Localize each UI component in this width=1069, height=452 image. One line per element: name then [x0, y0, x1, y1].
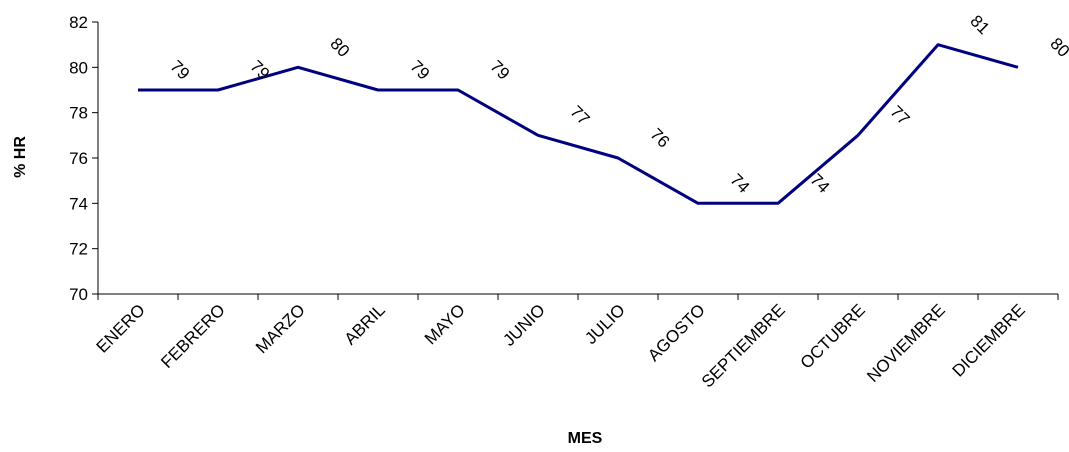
x-tick-label: MARZO	[252, 300, 309, 357]
y-axis-title: % HR	[12, 136, 29, 178]
y-tick-label: 78	[69, 104, 88, 123]
x-tick-label: AGOSTO	[644, 300, 709, 365]
data-label: 79	[406, 57, 433, 84]
x-tick-label: SEPTIEMBRE	[698, 300, 789, 391]
x-axis-title: MES	[568, 430, 603, 447]
x-tick-label: DICIEMBRE	[949, 300, 1029, 380]
data-label: 81	[966, 11, 993, 38]
x-tick-label: JUNIO	[499, 300, 548, 349]
data-label: 77	[566, 102, 593, 129]
x-tick-label: FEBRERO	[157, 300, 229, 372]
x-tick-label: NOVIEMBRE	[863, 300, 949, 386]
data-label: 77	[886, 102, 913, 129]
data-label: 80	[326, 34, 353, 61]
series-group	[138, 43, 1019, 205]
y-tick-label: 70	[69, 285, 88, 304]
x-tick-label: ABRIL	[341, 300, 389, 348]
y-tick-label: 76	[69, 149, 88, 168]
x-axis: ENERO FEBRERO MARZO ABRIL MAYO JUNIO JULIO AGOS…	[93, 293, 1059, 391]
series-line	[138, 43, 1019, 205]
y-tick-label: 74	[69, 194, 88, 213]
y-tick-label: 80	[69, 58, 88, 77]
data-label: 74	[726, 170, 753, 197]
y-tick-label: 82	[69, 13, 88, 32]
data-label: 79	[486, 57, 513, 84]
x-tick-label: JULIO	[581, 300, 629, 348]
x-tick-label: OCTUBRE	[797, 300, 869, 372]
data-label: 76	[646, 125, 673, 152]
x-tick-label: MAYO	[421, 300, 469, 348]
data-label: 79	[166, 57, 193, 84]
x-tick-label: ENERO	[93, 300, 149, 356]
y-tick-label: 72	[69, 240, 88, 259]
data-label: 80	[1046, 34, 1069, 61]
y-axis: 70 72 74 76 78 80 82	[69, 13, 99, 304]
